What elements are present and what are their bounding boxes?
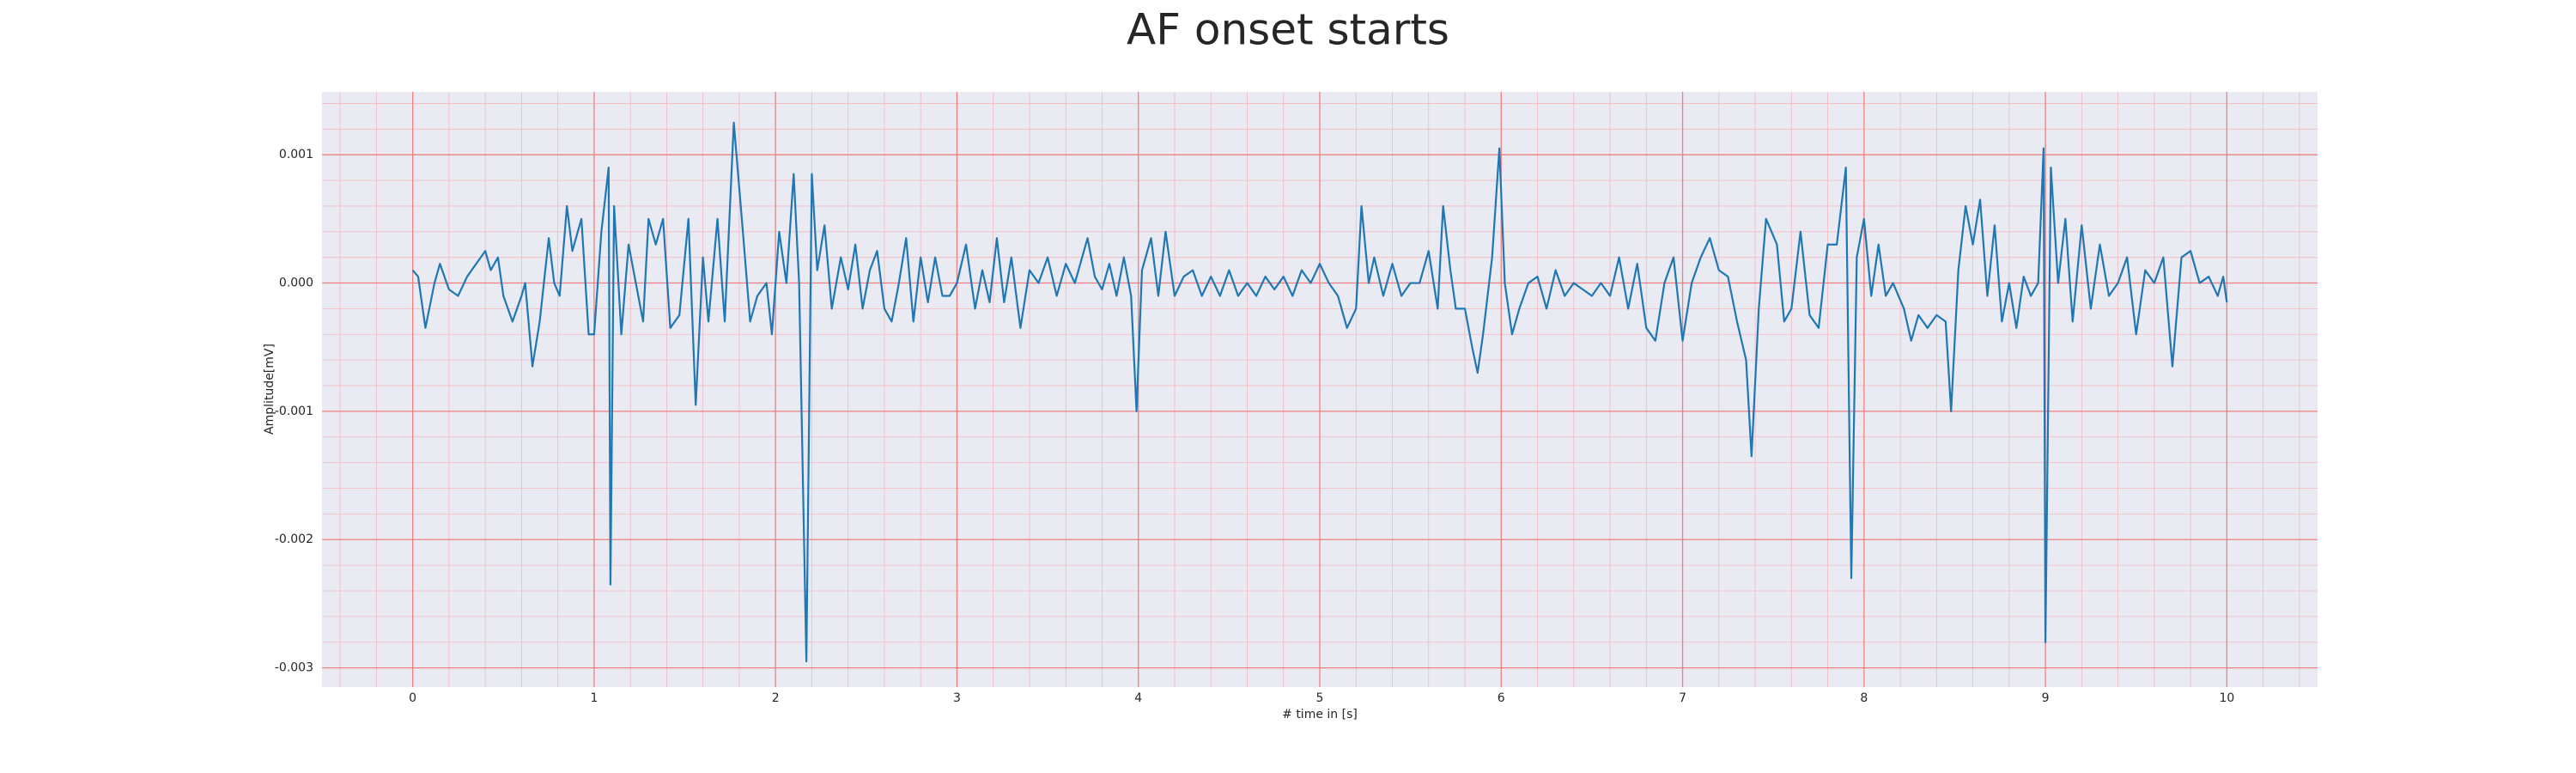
x-tick-label: 0	[409, 691, 416, 705]
x-tick-label: 7	[1679, 691, 1686, 705]
y-tick-label: -0.003	[275, 661, 313, 675]
x-tick-label: 8	[1860, 691, 1868, 705]
x-tick-label: 3	[953, 691, 961, 705]
x-tick-label: 5	[1316, 691, 1324, 705]
x-tick-label: 6	[1498, 691, 1505, 705]
x-tick-label: 2	[772, 691, 780, 705]
x-tick-label: 1	[590, 691, 598, 705]
x-axis-label: # time in [s]	[1282, 708, 1358, 721]
y-tick-label: -0.001	[275, 405, 313, 418]
x-tick-label: 10	[2219, 691, 2234, 705]
y-tick-label: -0.002	[275, 533, 313, 546]
x-tick-label: 4	[1134, 691, 1142, 705]
y-axis-label: Amplitude[mV]	[263, 344, 276, 435]
y-tick-label: 0.000	[279, 277, 313, 290]
signal-line	[411, 121, 2228, 663]
x-tick-label: 9	[2042, 691, 2050, 705]
chart-title: AF onset starts	[1127, 5, 1449, 55]
y-tick-label: 0.001	[279, 148, 313, 161]
